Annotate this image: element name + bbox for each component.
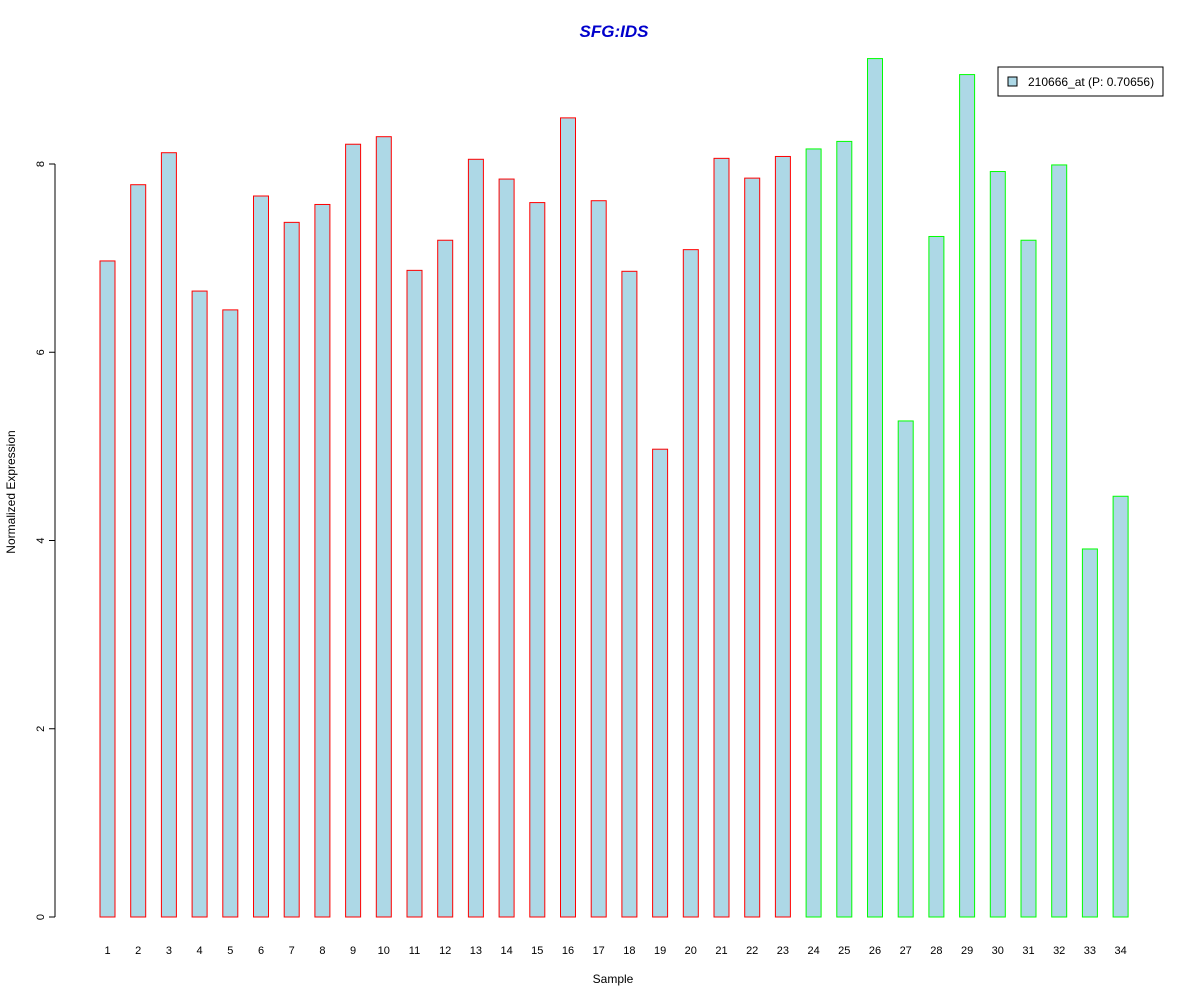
bar-sample-26 bbox=[867, 58, 883, 918]
bar-sample-30 bbox=[989, 171, 1006, 918]
x-tick-label: 34 bbox=[1114, 945, 1126, 957]
x-tick-label: 2 bbox=[135, 945, 141, 957]
x-tick-label: 6 bbox=[258, 945, 264, 957]
bar-sample-17 bbox=[590, 200, 607, 918]
x-tick-label: 25 bbox=[838, 945, 850, 957]
bar-sample-18 bbox=[621, 270, 638, 918]
bar-sample-11 bbox=[406, 269, 423, 918]
x-tick-label: 26 bbox=[869, 945, 881, 957]
legend: 210666_at (P: 0.70656) bbox=[997, 66, 1164, 97]
bar-sample-31 bbox=[1020, 239, 1037, 918]
bar-sample-25 bbox=[836, 140, 853, 918]
x-tick-label: 4 bbox=[197, 945, 203, 957]
legend-box bbox=[997, 66, 1164, 97]
bar-sample-5 bbox=[222, 309, 239, 918]
x-tick-label: 21 bbox=[715, 945, 727, 957]
bar-sample-12 bbox=[437, 239, 454, 918]
x-tick-label: 28 bbox=[930, 945, 942, 957]
x-tick-label: 31 bbox=[1022, 945, 1034, 957]
chart-title: SFG:IDS bbox=[580, 22, 650, 41]
x-tick-label: 16 bbox=[562, 945, 574, 957]
x-tick-label: 17 bbox=[593, 945, 605, 957]
x-tick-label: 22 bbox=[746, 945, 758, 957]
x-tick-label: 10 bbox=[378, 945, 390, 957]
bar-sample-32 bbox=[1051, 164, 1068, 918]
x-tick-label: 19 bbox=[654, 945, 666, 957]
y-tick-label: 0 bbox=[35, 914, 47, 920]
bar-sample-15 bbox=[529, 202, 546, 918]
bar-sample-3 bbox=[160, 152, 177, 918]
x-tick-label: 15 bbox=[531, 945, 543, 957]
bar-sample-9 bbox=[345, 143, 362, 918]
bar-sample-24 bbox=[805, 148, 822, 918]
x-tick-label: 27 bbox=[900, 945, 912, 957]
x-axis-label: Sample bbox=[593, 972, 634, 986]
bar-sample-29 bbox=[959, 74, 976, 918]
bar-sample-10 bbox=[375, 136, 392, 918]
x-tick-label: 1 bbox=[104, 945, 110, 957]
y-tick-label: 8 bbox=[35, 161, 47, 167]
bar-sample-14 bbox=[498, 178, 515, 918]
bar-sample-16 bbox=[560, 117, 576, 918]
bar-sample-7 bbox=[283, 221, 300, 918]
bar-sample-20 bbox=[682, 249, 699, 918]
x-tick-label: 9 bbox=[350, 945, 356, 957]
bars-group bbox=[99, 58, 1129, 918]
bar-sample-21 bbox=[713, 157, 730, 918]
bar-sample-28 bbox=[928, 235, 945, 918]
x-tick-label: 13 bbox=[470, 945, 482, 957]
bar-sample-13 bbox=[467, 158, 484, 918]
legend-label: 210666_at (P: 0.70656) bbox=[1028, 75, 1154, 89]
x-tick-label: 8 bbox=[319, 945, 325, 957]
bar-sample-6 bbox=[253, 195, 269, 918]
x-tick-label: 12 bbox=[439, 945, 451, 957]
bar-sample-33 bbox=[1081, 548, 1098, 918]
bar-sample-2 bbox=[130, 184, 147, 918]
bar-sample-34 bbox=[1112, 495, 1129, 918]
bar-sample-23 bbox=[774, 155, 791, 918]
y-axis-ticks: 0 2 4 6 8 bbox=[35, 161, 55, 920]
bar-sample-22 bbox=[744, 177, 761, 918]
x-tick-label: 5 bbox=[227, 945, 233, 957]
bar-sample-4 bbox=[191, 290, 208, 918]
x-tick-label: 20 bbox=[685, 945, 697, 957]
x-tick-label: 23 bbox=[777, 945, 789, 957]
bar-sample-8 bbox=[314, 203, 331, 918]
x-tick-label: 32 bbox=[1053, 945, 1065, 957]
x-tick-label: 29 bbox=[961, 945, 973, 957]
x-tick-label: 14 bbox=[500, 945, 512, 957]
x-tick-label: 3 bbox=[166, 945, 172, 957]
y-tick-label: 4 bbox=[35, 537, 47, 543]
x-tick-label: 18 bbox=[623, 945, 635, 957]
y-axis-label: Normalized Expression bbox=[4, 430, 18, 553]
x-tick-label: 24 bbox=[807, 945, 819, 957]
y-tick-label: 2 bbox=[35, 726, 47, 732]
x-tick-label: 7 bbox=[289, 945, 295, 957]
legend-swatch bbox=[1007, 76, 1018, 87]
x-tick-label: 33 bbox=[1084, 945, 1096, 957]
x-tick-label: 11 bbox=[409, 945, 420, 957]
x-tick-label: 30 bbox=[992, 945, 1004, 957]
x-axis-tick-labels: 1 2 3 4 5 6 7 8 9 10 11 12 13 14 15 16 17 18 19 20 21 22 23 24 2… bbox=[104, 945, 1126, 957]
bar-sample-1 bbox=[99, 260, 116, 918]
bar-sample-19 bbox=[652, 448, 669, 918]
y-tick-label: 6 bbox=[35, 349, 47, 355]
bar-sample-27 bbox=[897, 420, 914, 918]
